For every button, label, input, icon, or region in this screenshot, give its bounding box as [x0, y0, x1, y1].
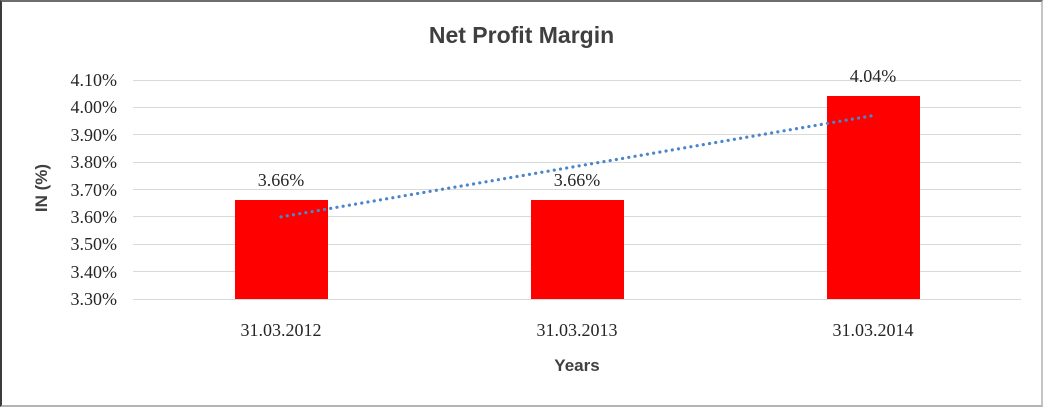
bar: [826, 96, 920, 299]
y-tick-label: 3.90%: [70, 124, 118, 145]
bar: [234, 200, 328, 299]
chart-title: Net Profit Margin: [428, 22, 615, 48]
gridline: [133, 106, 1021, 108]
y-tick-label: 3.80%: [70, 152, 118, 173]
y-tick-label: 3.50%: [70, 234, 118, 255]
x-axis-title: Years: [554, 356, 600, 375]
category-label: 31.03.2012: [240, 320, 322, 340]
y-tick-label: 4.00%: [70, 97, 118, 118]
y-tick-label: 3.60%: [70, 206, 118, 227]
data-label: 3.66%: [257, 170, 305, 191]
data-label: 3.66%: [553, 170, 601, 191]
y-tick-label: 3.30%: [70, 289, 118, 309]
gridline: [133, 298, 1021, 300]
y-tick-label: 4.10%: [70, 70, 118, 90]
bar: [530, 200, 624, 299]
category-label: 31.03.2014: [832, 320, 914, 340]
data-label: 4.04%: [849, 66, 897, 87]
category-label: 31.03.2013: [536, 320, 618, 340]
y-tick-label: 3.70%: [70, 179, 118, 200]
gridline: [133, 79, 1021, 81]
y-tick-label: 3.40%: [70, 261, 118, 282]
